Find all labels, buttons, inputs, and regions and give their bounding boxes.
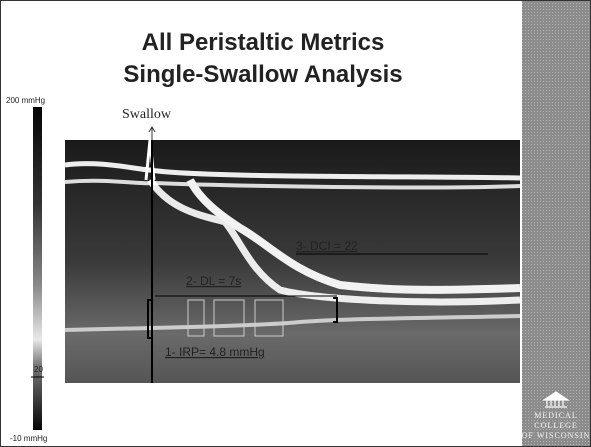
title-line: Single-Swallow Analysis [123,61,402,88]
logo-line: MEDICAL [534,411,577,420]
pressure-scale [33,107,42,430]
scale-min-label: -10 mmHg [10,434,47,443]
dl-label: 2- DL = 7s [186,274,241,288]
dci-label: 3- DCI = 22 [296,239,358,253]
scale-max-label: 200 mmHg [6,96,45,105]
swallow-arrowhead [148,126,156,133]
logo-line: OF WISCONSIN [522,431,591,440]
side-panel [522,1,590,446]
logo: MEDICAL COLLEGE OF WISCONSIN [522,391,591,440]
logo-line: COLLEGE [534,421,577,430]
title-line: All Peristaltic Metrics [142,29,385,56]
irp-brackets [147,297,338,339]
scale-mid-label: 20 [34,365,43,374]
irp-label: 1- IRP= 4.8 mmHg [165,345,265,359]
swallow-label: Swallow [122,107,172,122]
manometry-image [64,139,521,383]
